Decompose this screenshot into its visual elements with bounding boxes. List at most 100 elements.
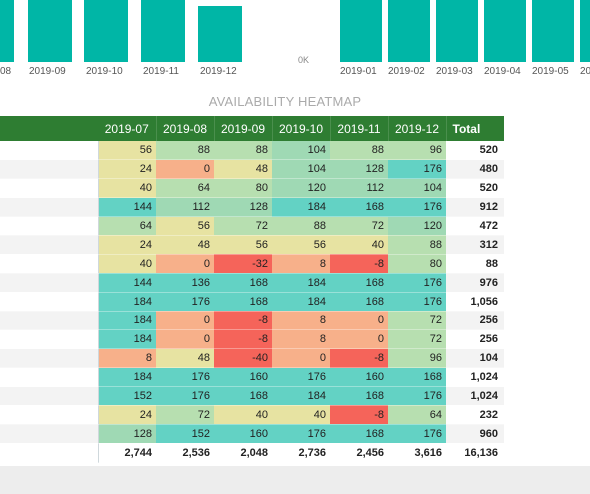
column-header[interactable]: 2019-09	[214, 116, 273, 141]
table-row[interactable]: 40 64 80 120 112 104 520	[0, 178, 504, 199]
heatmap-cell[interactable]: 104	[272, 159, 330, 180]
column-header[interactable]: 2019-07	[98, 116, 157, 141]
table-row[interactable]: 8 48 -40 0 -8 96 104	[0, 348, 504, 369]
heatmap-cell[interactable]: 56	[156, 216, 214, 236]
heatmap-cell[interactable]: 176	[156, 292, 214, 312]
heatmap-cell[interactable]: 144	[97, 197, 156, 218]
heatmap-cell[interactable]: -8	[214, 329, 272, 350]
heatmap-cell[interactable]: 184	[97, 292, 156, 312]
left-bar[interactable]	[0, 0, 14, 62]
heatmap-cell[interactable]: 184	[97, 367, 156, 388]
heatmap-cell[interactable]: 184	[272, 197, 330, 218]
heatmap-cell[interactable]: 176	[388, 424, 446, 444]
table-row[interactable]: 24 72 40 40 -8 64 232	[0, 405, 504, 425]
heatmap-cell[interactable]: 160	[214, 424, 272, 444]
heatmap-cell[interactable]: -8	[330, 254, 388, 274]
heatmap-cell[interactable]: 40	[97, 178, 156, 199]
heatmap-cell[interactable]: 112	[330, 178, 388, 199]
heatmap-cell[interactable]: 64	[97, 216, 156, 236]
table-row[interactable]: 128 152 160 176 168 176 960	[0, 424, 504, 444]
heatmap-cell[interactable]: -8	[330, 348, 388, 369]
heatmap-cell[interactable]: 88	[156, 141, 214, 161]
table-row[interactable]: 184 176 168 184 168 176 1,056	[0, 292, 504, 312]
heatmap-cell[interactable]: 24	[97, 235, 156, 255]
heatmap-cell[interactable]: 168	[330, 273, 388, 293]
heatmap-cell[interactable]: 56	[272, 235, 330, 255]
heatmap-cell[interactable]: 56	[214, 235, 272, 255]
total-column-header[interactable]: Total	[452, 121, 481, 136]
right-bar[interactable]	[532, 0, 574, 62]
heatmap-cell[interactable]: 144	[97, 273, 156, 293]
table-row[interactable]: 40 0 -32 8 -8 80 88	[0, 254, 504, 274]
heatmap-cell[interactable]: 64	[156, 178, 214, 199]
heatmap-cell[interactable]: 96	[388, 348, 446, 369]
heatmap-cell[interactable]: 128	[214, 197, 272, 218]
heatmap-cell[interactable]: 80	[214, 178, 272, 199]
heatmap-cell[interactable]: 136	[156, 273, 214, 293]
table-row[interactable]: 184 0 -8 8 0 72 256	[0, 311, 504, 331]
heatmap-cell[interactable]: 8	[272, 329, 330, 350]
left-bar[interactable]	[141, 0, 185, 62]
table-row[interactable]: 64 56 72 88 72 120 472	[0, 216, 504, 236]
heatmap-cell[interactable]: 24	[97, 159, 156, 180]
heatmap-cell[interactable]: -8	[330, 405, 388, 425]
heatmap-cell[interactable]: 176	[388, 197, 446, 218]
table-row[interactable]: 184 176 160 176 160 168 1,024	[0, 367, 504, 388]
column-header[interactable]: 2019-10	[272, 116, 331, 141]
heatmap-cell[interactable]: 40	[330, 235, 388, 255]
heatmap-cell[interactable]: 40	[97, 254, 156, 274]
heatmap-cell[interactable]: 24	[97, 405, 156, 425]
right-bar[interactable]	[484, 0, 526, 62]
heatmap-cell[interactable]: 0	[156, 159, 214, 180]
heatmap-cell[interactable]: 88	[272, 216, 330, 236]
heatmap-cell[interactable]: -8	[214, 311, 272, 331]
heatmap-cell[interactable]: 168	[330, 197, 388, 218]
heatmap-cell[interactable]: 72	[388, 329, 446, 350]
heatmap-cell[interactable]: 72	[388, 311, 446, 331]
heatmap-cell[interactable]: 112	[156, 197, 214, 218]
heatmap-cell[interactable]: 128	[97, 424, 156, 444]
heatmap-cell[interactable]: 176	[388, 386, 446, 406]
heatmap-cell[interactable]: 184	[272, 386, 330, 406]
heatmap-cell[interactable]: 152	[97, 386, 156, 406]
heatmap-cell[interactable]: 0	[156, 329, 214, 350]
table-row[interactable]: 144 112 128 184 168 176 912	[0, 197, 504, 218]
table-row[interactable]: 152 176 168 184 168 176 1,024	[0, 386, 504, 406]
left-bar[interactable]	[198, 6, 242, 62]
heatmap-cell[interactable]: 128	[330, 159, 388, 180]
heatmap-cell[interactable]: 0	[272, 348, 330, 369]
heatmap-cell[interactable]: 168	[214, 386, 272, 406]
heatmap-cell[interactable]: 104	[272, 141, 330, 161]
heatmap-cell[interactable]: 152	[156, 424, 214, 444]
heatmap-cell[interactable]: 120	[272, 178, 330, 199]
heatmap-cell[interactable]: -32	[214, 254, 272, 274]
right-bar[interactable]	[388, 0, 430, 62]
heatmap-cell[interactable]: 176	[272, 424, 330, 444]
heatmap-cell[interactable]: 176	[272, 367, 330, 388]
heatmap-cell[interactable]: 120	[388, 216, 446, 236]
heatmap-cell[interactable]: 160	[214, 367, 272, 388]
heatmap-cell[interactable]: 72	[214, 216, 272, 236]
heatmap-cell[interactable]: 168	[214, 292, 272, 312]
heatmap-cell[interactable]: 88	[214, 141, 272, 161]
heatmap-cell[interactable]: 72	[330, 216, 388, 236]
heatmap-cell[interactable]: 176	[388, 292, 446, 312]
right-bar[interactable]	[340, 0, 382, 62]
heatmap-cell[interactable]: 0	[330, 311, 388, 331]
column-header[interactable]: 2019-11	[330, 116, 389, 141]
heatmap-cell[interactable]: 48	[214, 159, 272, 180]
column-header[interactable]: 2019-12	[388, 116, 447, 141]
table-row[interactable]: 144 136 168 184 168 176 976	[0, 273, 504, 293]
heatmap-cell[interactable]: 168	[388, 367, 446, 388]
heatmap-cell[interactable]: 72	[156, 405, 214, 425]
table-row[interactable]: 184 0 -8 8 0 72 256	[0, 329, 504, 350]
heatmap-cell[interactable]: 40	[214, 405, 272, 425]
heatmap-cell[interactable]: 184	[97, 311, 156, 331]
heatmap-cell[interactable]: 56	[97, 141, 156, 161]
heatmap-cell[interactable]: 168	[330, 386, 388, 406]
heatmap-cell[interactable]: 48	[156, 348, 214, 369]
heatmap-cell[interactable]: 184	[272, 273, 330, 293]
heatmap-cell[interactable]: 88	[388, 235, 446, 255]
heatmap-cell[interactable]: 96	[388, 141, 446, 161]
heatmap-cell[interactable]: 168	[214, 273, 272, 293]
